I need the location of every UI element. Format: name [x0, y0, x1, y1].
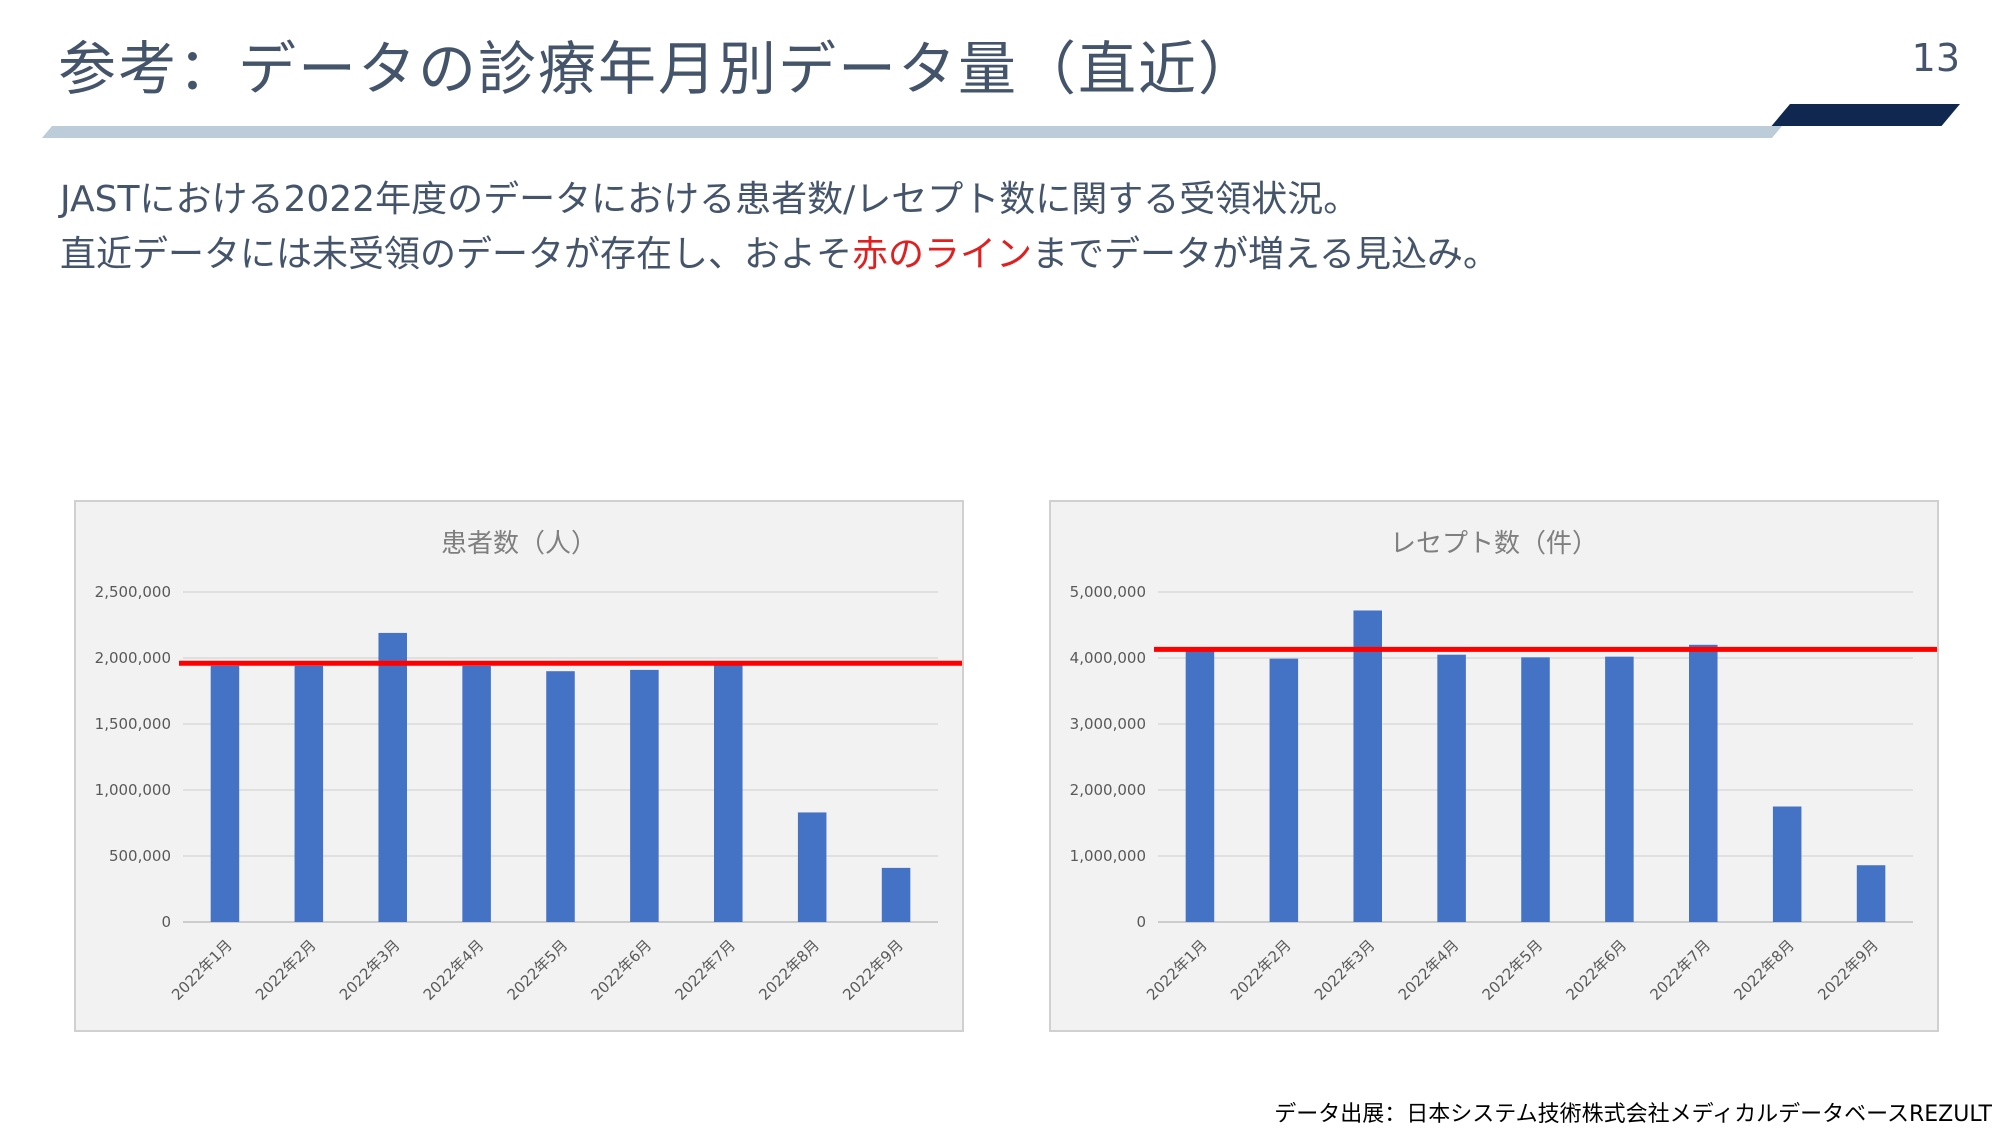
bar: [1856, 865, 1886, 922]
y-tick-label: 2,000,000: [95, 649, 171, 667]
bar: [378, 632, 407, 922]
x-tick-label: 2022年9月: [839, 936, 907, 1004]
x-tick-label: 2022年1月: [1143, 936, 1211, 1004]
x-tick-label: 2022年5月: [1479, 936, 1547, 1004]
y-tick-label: 4,000,000: [1070, 649, 1146, 667]
y-tick-label: 0: [1136, 913, 1146, 931]
data-source-note: データ出展：日本システム技術株式会社メディカルデータベースREZULT: [1274, 1102, 1992, 1127]
bar: [1269, 658, 1299, 922]
chart-title: レセプト数（件）: [1390, 529, 1598, 559]
chart-title: 患者数（人）: [441, 529, 597, 559]
bar: [881, 867, 911, 922]
x-tick-label: 2022年4月: [1395, 936, 1463, 1004]
x-tick-label: 2022年6月: [588, 936, 656, 1004]
bar: [714, 664, 743, 922]
x-tick-label: 2022年2月: [252, 936, 320, 1004]
receipts-chart-panel: レセプト数（件） 0 1,000,000 2,000,000 3,000,000 4,00…: [1049, 500, 1939, 1032]
x-tick-label: 2022年8月: [1730, 936, 1798, 1004]
y-tick-label: 1,000,000: [95, 781, 171, 799]
description-text: JASTにおける2022年度のデータにおける患者数/レセプト数に関する受領状況。…: [60, 172, 1499, 282]
page-number: 13: [1911, 36, 1960, 80]
description-line-2-end: までデータが増える見込み。: [1032, 234, 1499, 275]
y-tick-label: 500,000: [109, 847, 171, 865]
y-tick-label: 2,000,000: [1070, 781, 1146, 799]
patients-chart-panel: 患者数（人） 0 500,000 1,000,000 1,500,000 2,000,00…: [74, 500, 964, 1032]
bar: [294, 665, 324, 922]
y-tick-label: 3,000,000: [1070, 715, 1146, 733]
y-tick-label: 2,500,000: [95, 583, 171, 601]
x-tick-label: 2022年5月: [504, 936, 572, 1004]
x-tick-label: 2022年3月: [336, 936, 404, 1004]
bar: [630, 669, 659, 922]
bar: [1353, 610, 1382, 922]
x-tick-label: 2022年2月: [1227, 936, 1295, 1004]
description-line-2-start: 直近データには未受領のデータが存在し、およそ: [60, 234, 853, 275]
x-tick-label: 2022年7月: [1646, 936, 1714, 1004]
bar: [210, 665, 240, 922]
bar: [1521, 657, 1550, 922]
bar: [1772, 806, 1802, 922]
y-tick-label: 5,000,000: [1070, 583, 1146, 601]
title-underline-bar: [41, 126, 1783, 138]
patients-chart: 患者数（人） 0 500,000 1,000,000 1,500,000 2,000,00…: [95, 529, 962, 1004]
x-tick-label: 2022年6月: [1563, 936, 1631, 1004]
x-tick-label: 2022年3月: [1311, 936, 1379, 1004]
x-tick-label: 2022年4月: [420, 936, 488, 1004]
y-tick-label: 1,000,000: [1070, 847, 1146, 865]
bar: [1185, 651, 1215, 922]
y-tick-label: 0: [161, 913, 171, 931]
x-tick-label: 2022年8月: [755, 936, 823, 1004]
description-line-2: 直近データには未受領のデータが存在し、およそ赤のラインまでデータが増える見込み。: [60, 227, 1499, 282]
x-tick-label: 2022年7月: [671, 936, 739, 1004]
bar: [797, 812, 827, 922]
bar: [1437, 654, 1466, 922]
x-tick-label: 2022年1月: [168, 936, 236, 1004]
y-tick-label: 1,500,000: [95, 715, 171, 733]
bar: [1605, 656, 1634, 922]
bar: [1689, 644, 1718, 922]
title-accent-bar: [1771, 104, 1960, 126]
x-tick-label: 2022年9月: [1814, 936, 1882, 1004]
receipts-chart: レセプト数（件） 0 1,000,000 2,000,000 3,000,000 4,00…: [1070, 529, 1937, 1004]
description-line-1: JASTにおける2022年度のデータにおける患者数/レセプト数に関する受領状況。: [60, 179, 1360, 220]
description-highlight: 赤のライン: [852, 234, 1033, 275]
bar: [462, 665, 491, 922]
slide-title: 参考：データの診療年月別データ量（直近）: [58, 35, 1259, 103]
bar: [546, 671, 575, 922]
